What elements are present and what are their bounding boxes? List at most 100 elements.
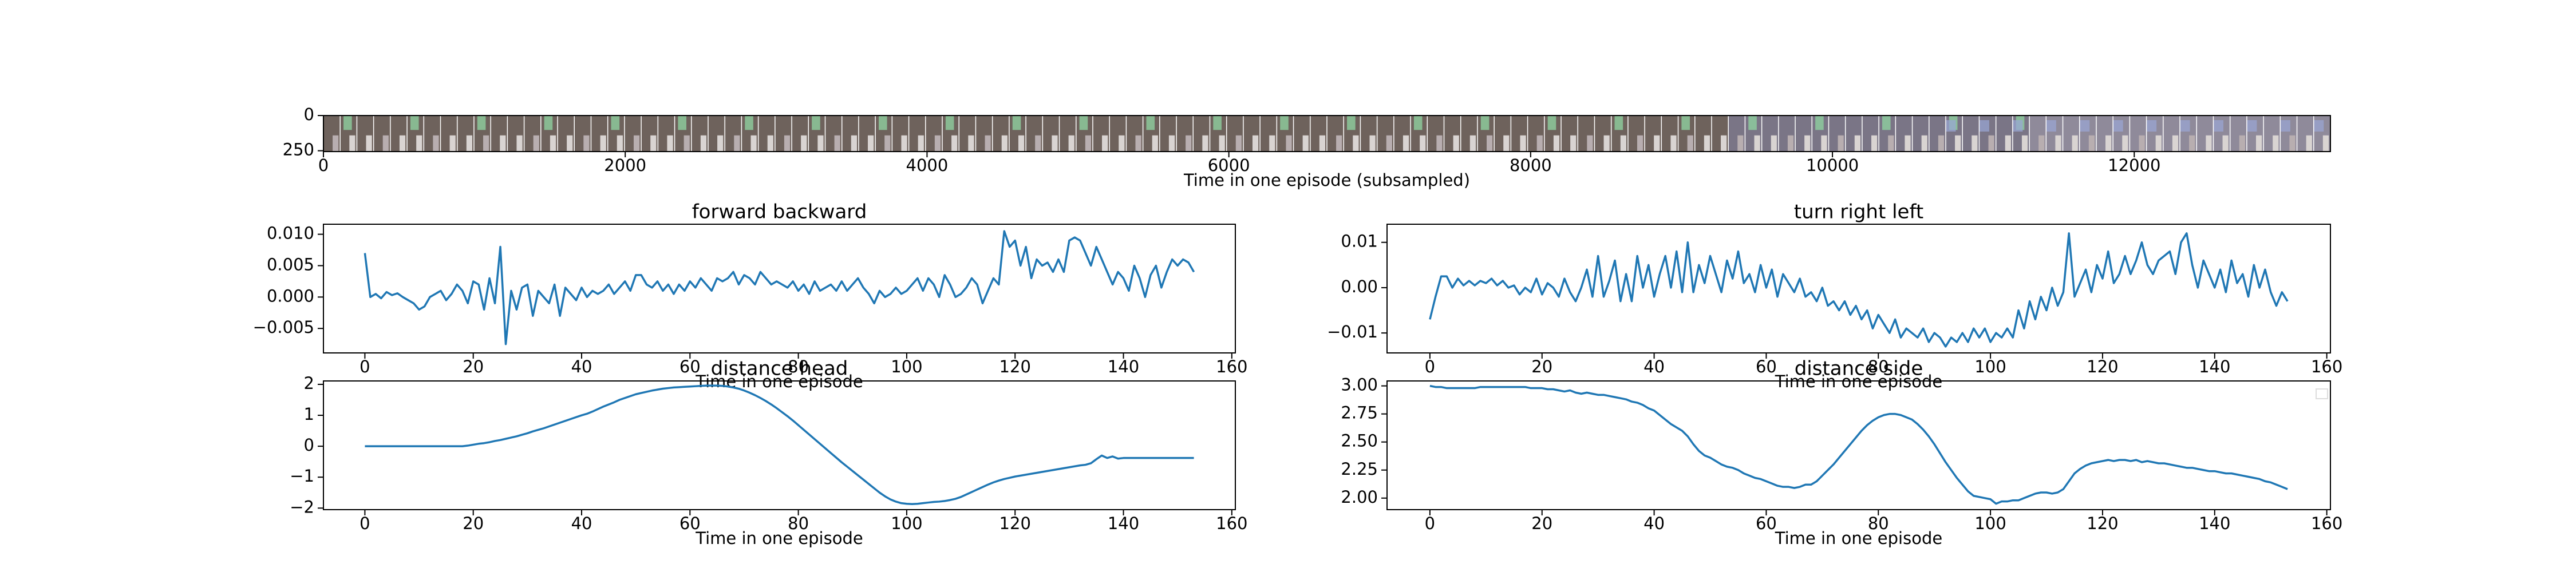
y-tick-label: 250 [283, 140, 314, 160]
frame-floor [633, 135, 640, 152]
frame-green [878, 116, 887, 130]
frame-floor [1102, 135, 1108, 152]
frame-floor [1771, 135, 1777, 152]
frame-green [1413, 116, 1423, 130]
frame-floor [2005, 135, 2011, 152]
frame-floor [2322, 135, 2329, 152]
frame-floor [868, 135, 874, 152]
frame-floor [1186, 135, 1192, 152]
x-tick-label: 120 [999, 357, 1031, 376]
frame-floor [1587, 135, 1593, 152]
frame-floor [333, 135, 339, 152]
frame-floor [1536, 135, 1543, 152]
x-tick-label: 20 [463, 357, 484, 376]
x-tick-label: 60 [679, 514, 701, 533]
panel-title: forward backward [692, 201, 867, 224]
x-tick-label: 160 [1216, 514, 1247, 533]
image-strip [323, 116, 2331, 152]
frame-floor [1838, 135, 1844, 152]
frame-green [1480, 116, 1490, 130]
panel-title: turn right left [1794, 201, 1923, 224]
axes-frame [323, 115, 2331, 152]
frame-floor [1068, 135, 1074, 152]
x-tick-label: 140 [2199, 514, 2230, 533]
frame-floor [600, 135, 606, 152]
x-tick-label: 100 [891, 514, 922, 533]
frame-blue [2213, 120, 2224, 132]
frame-green [1614, 116, 1623, 130]
x-tick-label: 160 [2311, 357, 2342, 376]
x-tick-label: 120 [999, 514, 1031, 533]
x-tick-label: 4000 [906, 156, 949, 175]
x-tick-label: 120 [2087, 357, 2118, 376]
frame-floor [650, 135, 657, 152]
frame-green [678, 116, 687, 130]
frame-floor [2239, 135, 2245, 152]
frame-floor [1520, 135, 1526, 152]
frame-floor [1152, 135, 1158, 152]
y-tick-label: −1 [290, 466, 314, 486]
data-line [1429, 232, 2289, 348]
frame-floor [2088, 135, 2095, 152]
frame-floor [918, 135, 924, 152]
axes-frame [323, 380, 1236, 510]
frame-floor [1603, 135, 1610, 152]
frame-floor [2021, 135, 2028, 152]
data-line [365, 384, 1194, 506]
frame-floor [1754, 135, 1760, 152]
frame-floor [2222, 135, 2229, 152]
frame-floor [1001, 135, 1008, 152]
x-tick-label: 80 [1868, 514, 1889, 533]
frame-blue [1946, 120, 1956, 132]
frame-floor [2055, 135, 2061, 152]
frame-floor [1971, 135, 1978, 152]
frame-floor [466, 135, 473, 152]
y-tick-label: 2.25 [1341, 459, 1378, 479]
frame-floor [2155, 135, 2162, 152]
frame-floor [382, 135, 389, 152]
frame-blue [2280, 120, 2290, 132]
frame-floor [1319, 135, 1326, 152]
x-tick-label: 120 [2087, 514, 2118, 533]
x-tick-label: 40 [1643, 514, 1665, 533]
frame-floor [1302, 135, 1309, 152]
frame-floor [366, 135, 372, 152]
x-tick-label: 20 [1531, 514, 1552, 533]
frame-floor [817, 135, 824, 152]
frame-floor [2072, 135, 2078, 152]
frame-floor [1386, 135, 1392, 152]
y-tick-label: 0.000 [267, 286, 314, 305]
frame-floor [1955, 135, 1961, 152]
frame-floor [1670, 135, 1677, 152]
frame-floor [1353, 135, 1359, 152]
frame-floor [1018, 135, 1025, 152]
axes-frame [323, 224, 1236, 353]
frame-floor [483, 135, 489, 152]
frame-floor [1219, 135, 1225, 152]
frame-floor [1921, 135, 1927, 152]
frame-floor [1637, 135, 1643, 152]
frame-floor [1135, 135, 1141, 152]
frame-green [945, 116, 954, 130]
frame-floor [2139, 135, 2145, 152]
frame-floor [550, 135, 556, 152]
frame-floor [1035, 135, 1041, 152]
axes-frame [1386, 380, 2331, 510]
frame-floor [1553, 135, 1560, 152]
frame-floor [1938, 135, 1945, 152]
frame-green [1347, 116, 1356, 130]
frame-floor [1570, 135, 1577, 152]
frame-blue [2180, 120, 2190, 132]
y-tick-label: −0.01 [1327, 322, 1378, 341]
x-tick-label: 8000 [1510, 156, 1552, 175]
frame-floor [1787, 135, 1794, 152]
x-tick-label: 80 [788, 514, 809, 533]
x-axis-label: Time in one episode [695, 529, 863, 548]
frame-floor [1052, 135, 1058, 152]
frame-floor [968, 135, 974, 152]
frame-floor [449, 135, 456, 152]
frame-floor [1871, 135, 1878, 152]
frame-floor [617, 135, 623, 152]
frame-green [1146, 116, 1155, 130]
